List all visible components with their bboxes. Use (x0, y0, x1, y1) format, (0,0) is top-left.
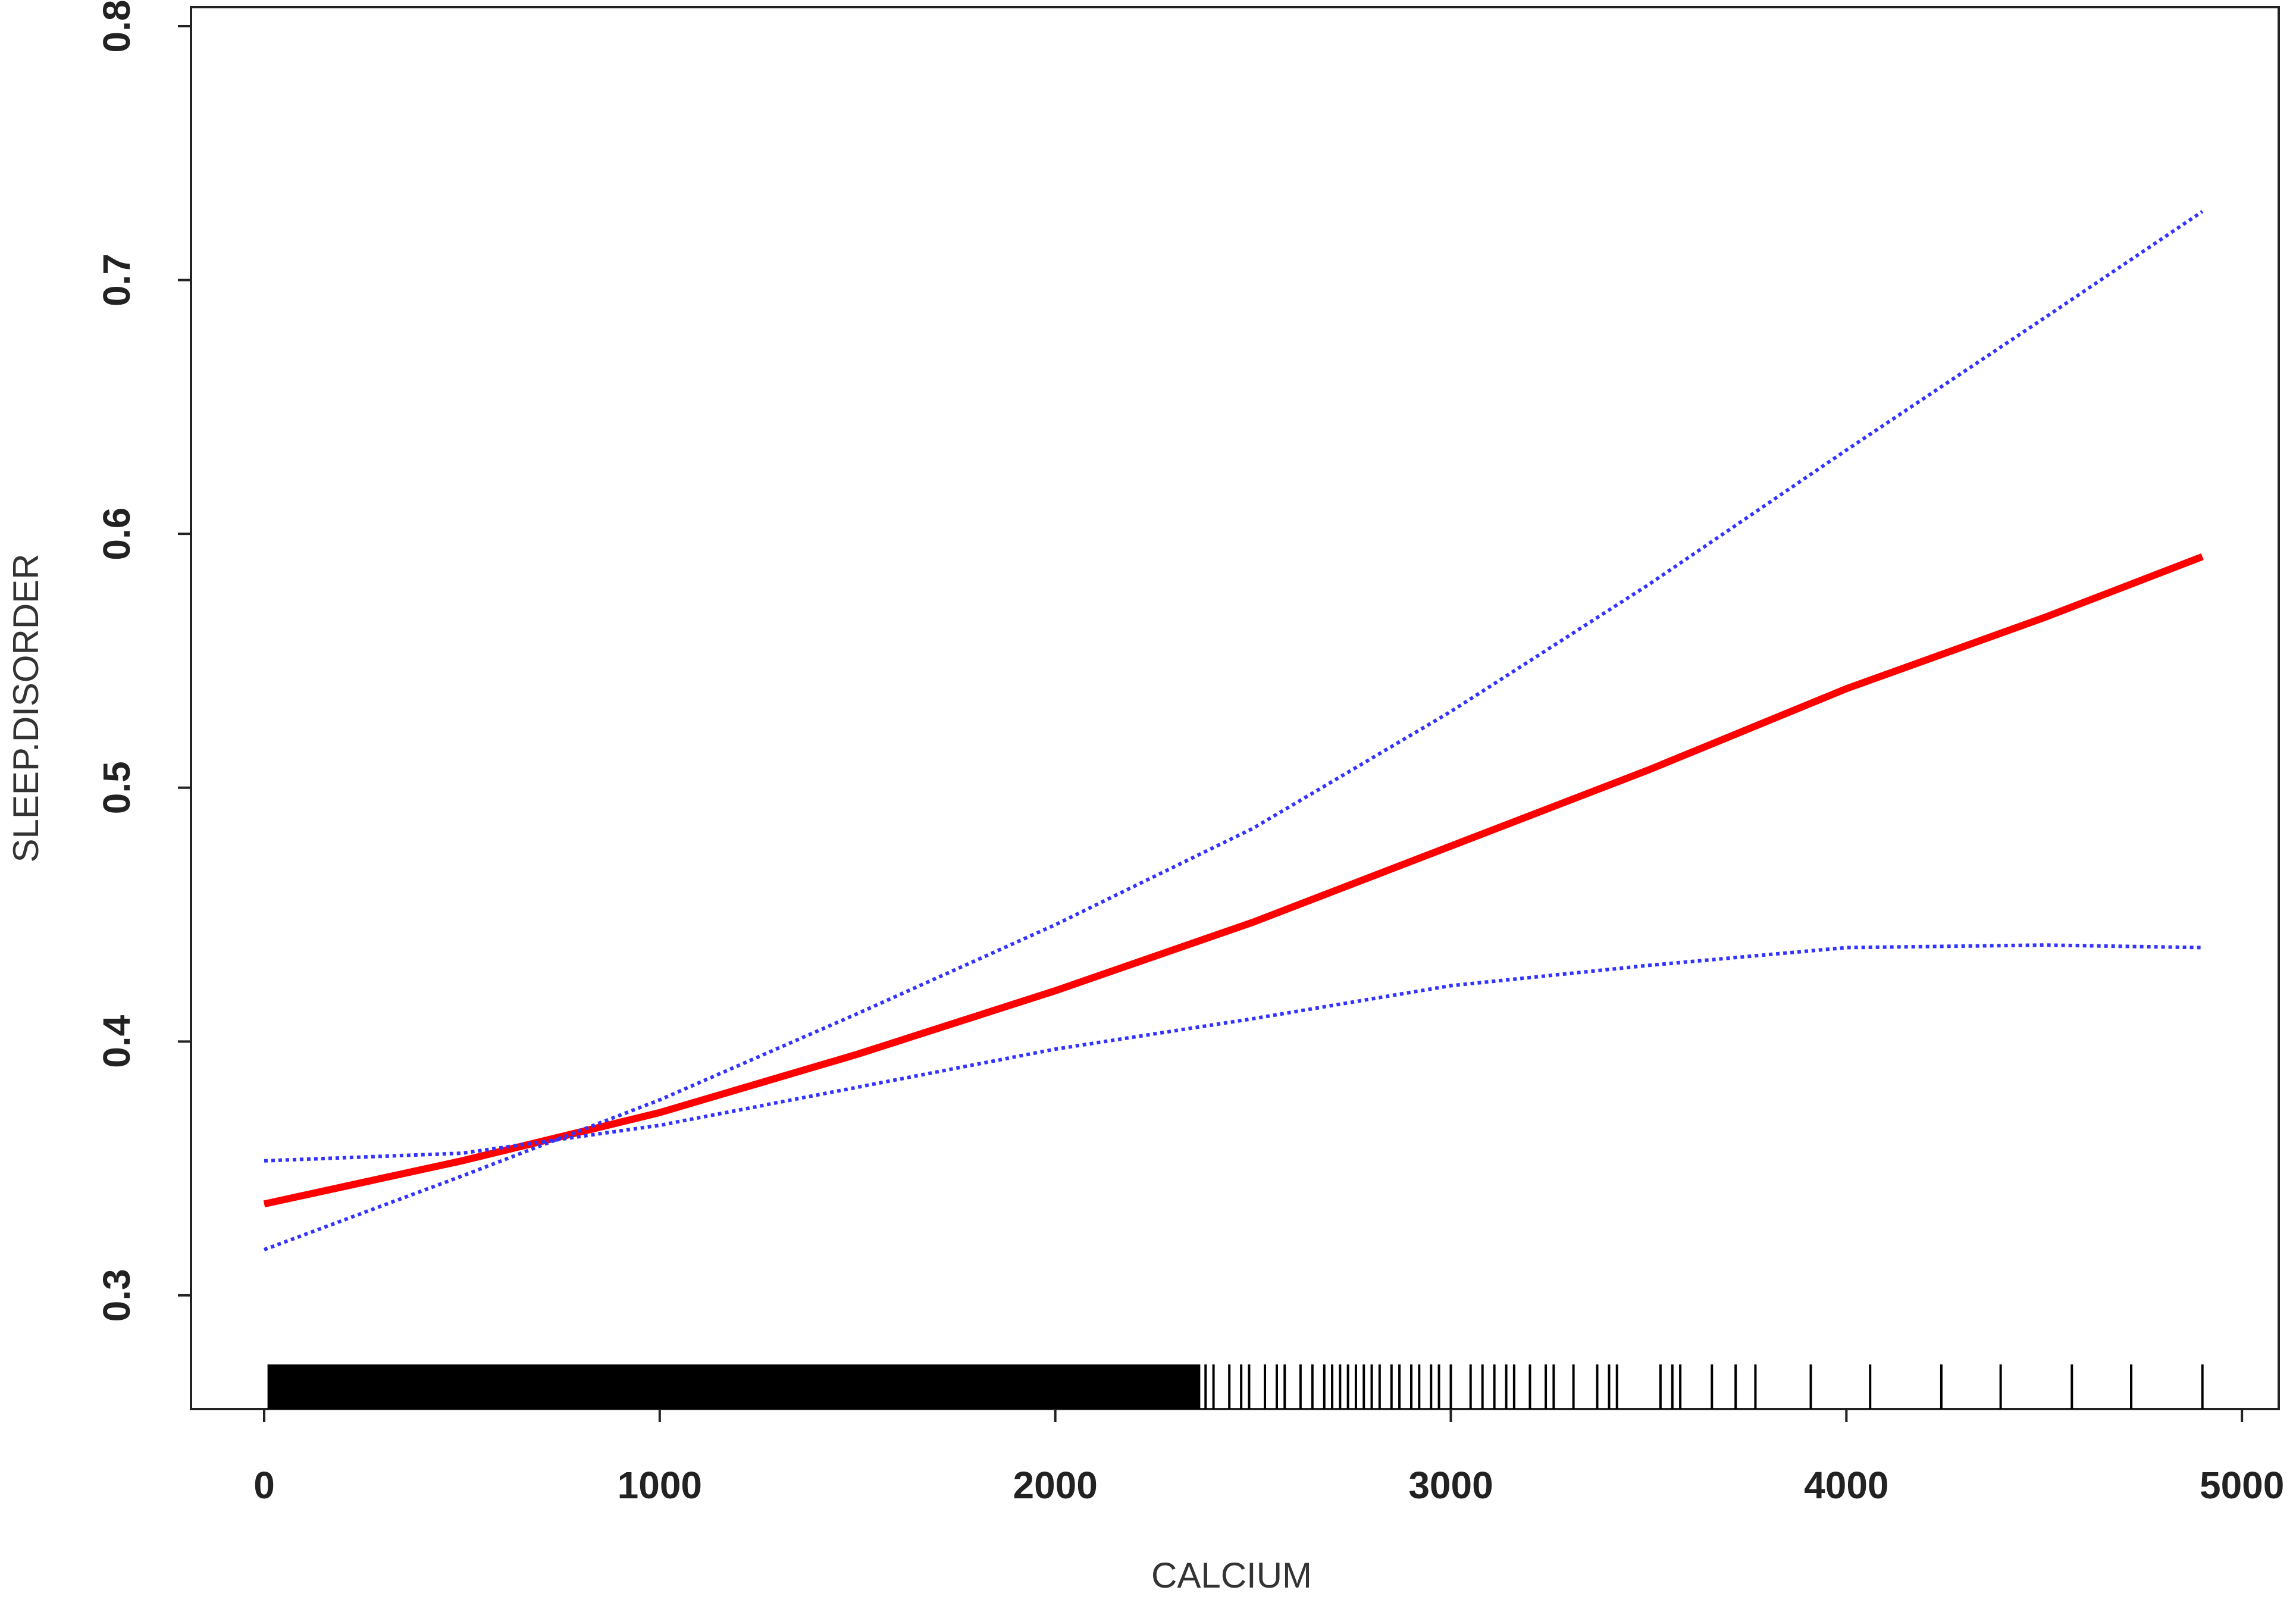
x-tick-label: 0 (253, 1464, 275, 1507)
y-tick-label: 0.5 (95, 761, 138, 814)
x-tick-label: 2000 (1013, 1464, 1097, 1507)
y-tick-label: 0.3 (95, 1269, 138, 1322)
y-tick-label: 0.7 (95, 253, 138, 306)
x-axis-label: CALCIUM (1151, 1555, 1312, 1595)
series-line (263, 209, 2204, 1251)
x-tick-label: 5000 (2200, 1464, 2284, 1507)
y-tick-label: 0.4 (95, 1015, 138, 1068)
plot-frame (190, 6, 2280, 1410)
x-tick-label: 3000 (1408, 1464, 1493, 1507)
x-tick-label: 1000 (618, 1464, 702, 1507)
y-axis-label: SLEEP.DISORDER (6, 553, 46, 862)
y-tick-label: 0.6 (95, 508, 138, 561)
y-tick-label: 0.8 (95, 0, 138, 52)
series-line (264, 943, 2203, 1163)
x-tick-label: 4000 (1804, 1464, 1888, 1507)
series-line (263, 553, 2204, 1208)
